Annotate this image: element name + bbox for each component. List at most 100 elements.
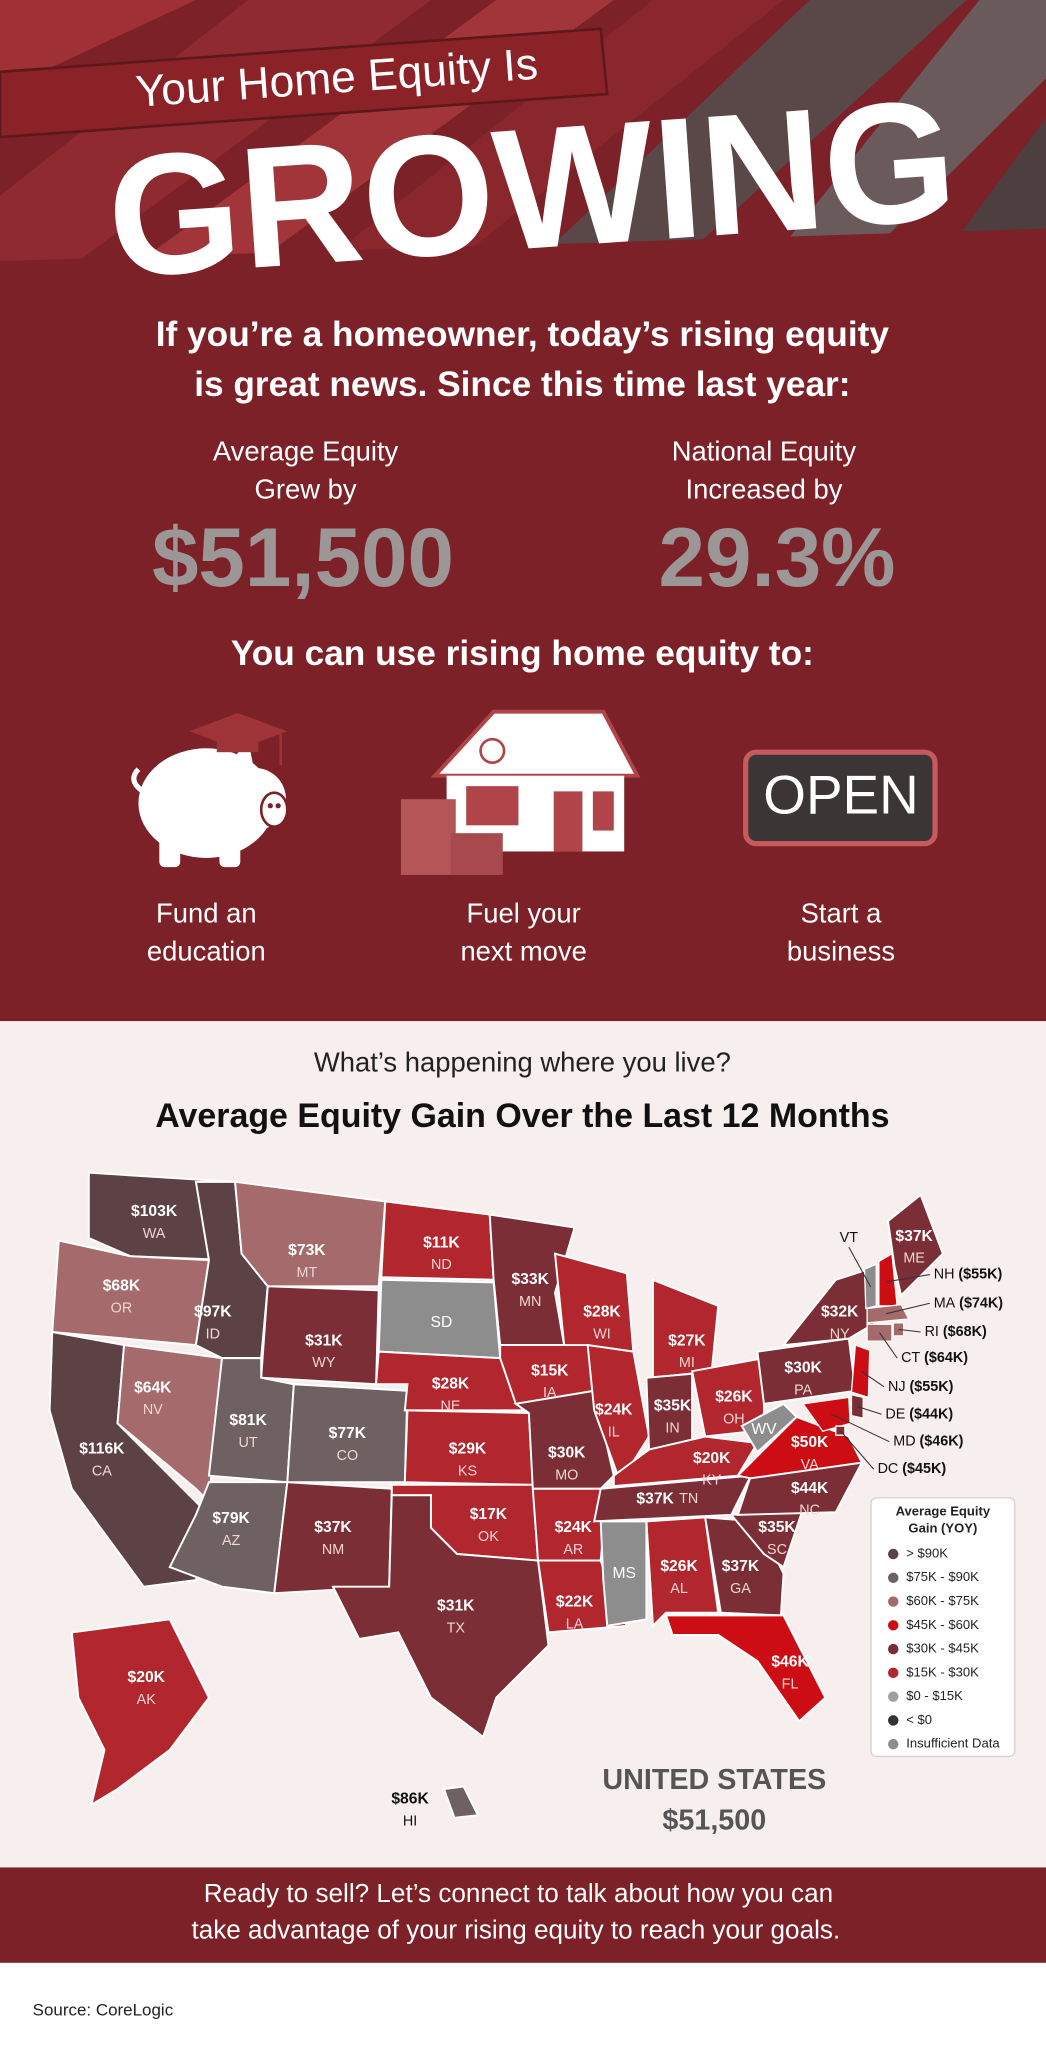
legend-title: Average Equity [896, 1504, 991, 1519]
callout-value: ($55K) [909, 1379, 953, 1395]
callout-line [886, 1274, 930, 1283]
state-value: $28K [432, 1375, 470, 1392]
callout-label: MD ($46K) [893, 1434, 963, 1450]
header-band [0, 228, 1046, 301]
cta-line: take advantage of your rising equity to … [191, 1914, 840, 1944]
state-value: $37K [895, 1228, 933, 1245]
callout-label: RI ($68K) [925, 1324, 987, 1340]
open-sign-text: OPEN [763, 764, 918, 826]
state-abbr: WY [312, 1355, 336, 1371]
callout-value: ($46K) [919, 1434, 963, 1450]
state-value: $64K [134, 1379, 172, 1396]
state-value: $86K [391, 1791, 429, 1808]
state [645, 1516, 720, 1629]
callout-value: ($74K) [959, 1295, 1003, 1311]
legend-swatch [888, 1738, 899, 1750]
callout-label: NH ($55K) [934, 1266, 1003, 1282]
callout-line [879, 1332, 898, 1359]
state-value: $29K [449, 1441, 487, 1458]
state-abbr: NV [143, 1402, 163, 1418]
state [273, 1481, 393, 1595]
legend-swatch [888, 1572, 899, 1584]
state-abbr: UT [239, 1435, 258, 1451]
state [886, 1193, 944, 1298]
use-label: business [787, 936, 895, 967]
callout-abbr: RI [925, 1324, 939, 1340]
state-abbr: OK [478, 1529, 499, 1545]
state-value: $68K [103, 1277, 141, 1294]
legend-swatch [888, 1620, 899, 1631]
stat-label: Average Equity [213, 435, 399, 466]
state-abbr: MT [297, 1265, 318, 1281]
state-abbr: AL [670, 1581, 688, 1597]
house-icon [400, 709, 641, 875]
state-abbr: KY [702, 1473, 722, 1489]
state-abbr: HI [403, 1814, 417, 1830]
cta-line: Ready to sell? Let’s connect to talk abo… [204, 1878, 833, 1908]
state-abbr: ND [431, 1257, 452, 1273]
cta-band [0, 1867, 1046, 1963]
state-value: $97K [194, 1304, 232, 1321]
state-abbr: ID [206, 1326, 220, 1342]
state-value: $46K [771, 1654, 809, 1671]
state-value: $20K [128, 1669, 166, 1686]
legend-swatch [888, 1715, 899, 1726]
legend-swatch [888, 1643, 899, 1655]
callout-abbr: DE [885, 1406, 905, 1422]
legend-box [870, 1497, 1016, 1758]
use-label: Fuel your [467, 898, 581, 929]
intro-line: If you’re a homeowner, today’s rising eq… [156, 315, 890, 354]
legend-label: $75K - $90K [906, 1569, 979, 1584]
state-abbr: IL [608, 1424, 620, 1440]
legend-label: $60K - $75K [906, 1593, 979, 1608]
state-value: $33K [511, 1271, 549, 1288]
state-value: $37K [722, 1558, 760, 1575]
state [233, 1180, 387, 1288]
callout-label: DC ($45K) [878, 1461, 947, 1477]
state-value: $24K [595, 1402, 633, 1419]
stripe [770, 0, 1046, 262]
callout-value: ($55K) [958, 1266, 1002, 1282]
legend-swatch [888, 1548, 899, 1560]
legend-swatch [888, 1667, 899, 1679]
state [740, 1402, 799, 1454]
state-value: $44K [791, 1480, 829, 1497]
state-abbr: AK [137, 1692, 157, 1708]
state [664, 1614, 827, 1723]
state-abbr: OR [111, 1300, 133, 1316]
callout-label: MA ($74K) [934, 1295, 1004, 1311]
state-value: $37K [314, 1519, 352, 1536]
state-abbr: IA [543, 1385, 557, 1401]
legend-label: $0 - $15K [906, 1688, 963, 1703]
total-value: $51,500 [662, 1804, 766, 1836]
state-abbr: NM [322, 1542, 344, 1558]
state [442, 1785, 480, 1819]
callout-label: DE ($44K) [885, 1406, 953, 1422]
state-value: $30K [784, 1360, 822, 1377]
state-value: $24K [555, 1519, 593, 1536]
state-value: $31K [437, 1597, 475, 1614]
map-kicker: What’s happening where you live? [314, 1047, 731, 1078]
state-abbr: MI [679, 1355, 695, 1371]
callout-value: ($68K) [943, 1324, 987, 1340]
callout-line [830, 1413, 890, 1443]
callout-line [857, 1405, 882, 1415]
state-value: $26K [660, 1558, 698, 1575]
legend-swatch [888, 1691, 899, 1702]
state-value: $28K [583, 1304, 621, 1321]
kicker-banner [0, 27, 609, 139]
state-value: $37K [636, 1490, 674, 1507]
state [70, 1618, 211, 1807]
state-value: $15K [531, 1362, 569, 1379]
stripe [300, 0, 784, 281]
callout-abbr: CT [901, 1350, 920, 1366]
state-value: $31K [305, 1332, 343, 1349]
callout-abbr: MA [934, 1295, 956, 1311]
state-value: $73K [288, 1242, 326, 1259]
state-value: $26K [715, 1388, 753, 1405]
callout-label: NJ ($55K) [888, 1379, 954, 1395]
state-value: $27K [668, 1332, 706, 1349]
source: Source: CoreLogic [33, 2001, 174, 2020]
